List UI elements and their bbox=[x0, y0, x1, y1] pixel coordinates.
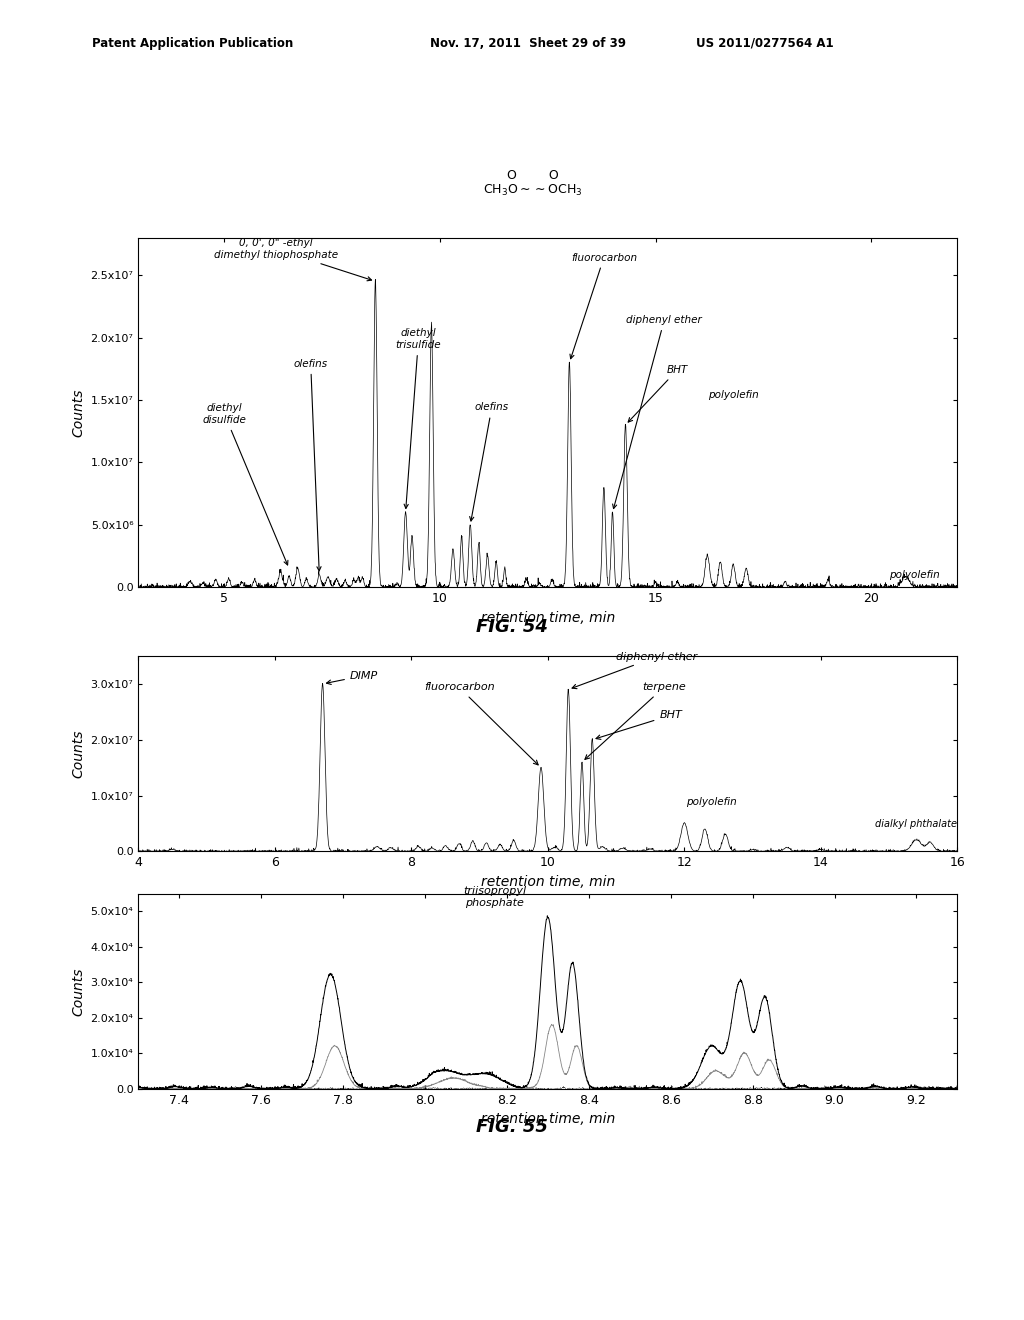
Text: CH$_3$O$\mathregular{\sim\sim}$OCH$_3$: CH$_3$O$\mathregular{\sim\sim}$OCH$_3$ bbox=[482, 183, 583, 198]
Text: diphenyl ether: diphenyl ether bbox=[572, 652, 697, 689]
Text: diphenyl ether: diphenyl ether bbox=[612, 315, 702, 508]
Text: polyolefin: polyolefin bbox=[889, 570, 940, 579]
Text: US 2011/0277564 A1: US 2011/0277564 A1 bbox=[696, 37, 834, 50]
Text: BHT: BHT bbox=[596, 710, 682, 739]
Text: BHT: BHT bbox=[628, 366, 688, 422]
Text: polyolefin: polyolefin bbox=[686, 797, 737, 807]
Text: FIG. 54: FIG. 54 bbox=[476, 618, 548, 636]
Text: Nov. 17, 2011  Sheet 29 of 39: Nov. 17, 2011 Sheet 29 of 39 bbox=[430, 37, 626, 50]
Text: Patent Application Publication: Patent Application Publication bbox=[92, 37, 294, 50]
Text: fluorocarbon: fluorocarbon bbox=[570, 252, 637, 359]
Text: dialkyl phthalate: dialkyl phthalate bbox=[876, 820, 957, 829]
Text: DIMP: DIMP bbox=[327, 671, 378, 685]
Text: FIG. 55: FIG. 55 bbox=[476, 1118, 548, 1137]
X-axis label: retention time, min: retention time, min bbox=[480, 875, 615, 888]
Text: terpene: terpene bbox=[585, 682, 686, 759]
Text: olefins: olefins bbox=[470, 403, 509, 521]
X-axis label: retention time, min: retention time, min bbox=[480, 1113, 615, 1126]
Text: diethyl
disulfide: diethyl disulfide bbox=[203, 404, 288, 565]
Text: fluorocarbon: fluorocarbon bbox=[424, 682, 539, 764]
X-axis label: retention time, min: retention time, min bbox=[480, 611, 615, 624]
Text: O        O: O O bbox=[507, 169, 558, 182]
Text: polyolefin: polyolefin bbox=[708, 389, 759, 400]
Text: diethyl
trisulfide: diethyl trisulfide bbox=[395, 329, 441, 508]
Y-axis label: Counts: Counts bbox=[71, 388, 85, 437]
Text: triisopropyl
phosphate: triisopropyl phosphate bbox=[463, 886, 526, 908]
Y-axis label: Counts: Counts bbox=[71, 968, 85, 1015]
Y-axis label: Counts: Counts bbox=[71, 730, 85, 777]
Text: olefins: olefins bbox=[294, 359, 328, 570]
Text: 0, 0', 0" -ethyl
dimethyl thiophosphate: 0, 0', 0" -ethyl dimethyl thiophosphate bbox=[214, 239, 372, 281]
